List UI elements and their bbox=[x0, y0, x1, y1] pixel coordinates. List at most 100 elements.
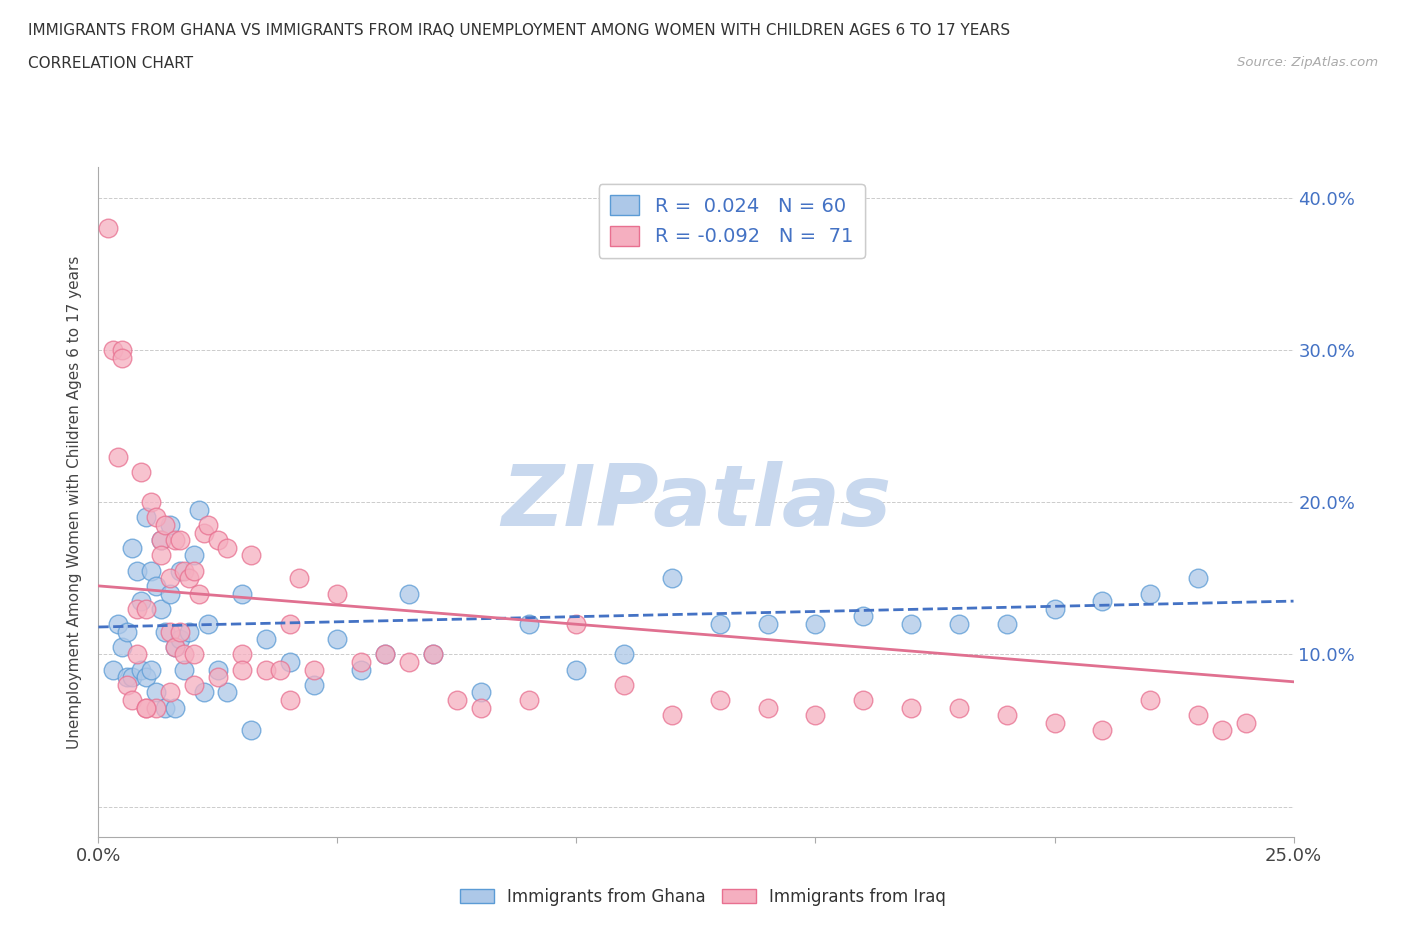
Point bbox=[135, 602, 157, 617]
Point bbox=[183, 647, 205, 662]
Point bbox=[565, 662, 588, 677]
Point bbox=[183, 548, 205, 563]
Point bbox=[159, 586, 181, 601]
Point bbox=[269, 662, 291, 677]
Point bbox=[231, 586, 253, 601]
Point bbox=[145, 685, 167, 700]
Point bbox=[111, 639, 134, 654]
Point bbox=[1091, 723, 1114, 737]
Point bbox=[145, 510, 167, 525]
Point bbox=[288, 571, 311, 586]
Point bbox=[948, 617, 970, 631]
Point bbox=[217, 685, 239, 700]
Point bbox=[1187, 708, 1209, 723]
Point bbox=[149, 602, 172, 617]
Point bbox=[278, 693, 301, 708]
Point bbox=[709, 617, 731, 631]
Point bbox=[135, 670, 157, 684]
Point bbox=[207, 670, 229, 684]
Point bbox=[207, 533, 229, 548]
Point bbox=[900, 700, 922, 715]
Point bbox=[900, 617, 922, 631]
Point bbox=[517, 617, 540, 631]
Point bbox=[1139, 693, 1161, 708]
Point bbox=[155, 624, 177, 639]
Point bbox=[125, 647, 148, 662]
Point bbox=[398, 586, 420, 601]
Point bbox=[183, 677, 205, 692]
Point bbox=[254, 662, 277, 677]
Point bbox=[374, 647, 396, 662]
Point bbox=[163, 639, 186, 654]
Point bbox=[159, 571, 181, 586]
Point bbox=[1139, 586, 1161, 601]
Point bbox=[995, 617, 1018, 631]
Point bbox=[1043, 602, 1066, 617]
Point bbox=[97, 220, 120, 235]
Point bbox=[756, 700, 779, 715]
Point bbox=[121, 693, 143, 708]
Point bbox=[139, 564, 162, 578]
Legend: R =  0.024   N = 60, R = -0.092   N =  71: R = 0.024 N = 60, R = -0.092 N = 71 bbox=[599, 184, 865, 258]
Text: Source: ZipAtlas.com: Source: ZipAtlas.com bbox=[1237, 56, 1378, 69]
Point bbox=[163, 533, 186, 548]
Point bbox=[565, 617, 588, 631]
Point bbox=[115, 670, 138, 684]
Point bbox=[398, 655, 420, 670]
Point bbox=[101, 662, 124, 677]
Point bbox=[159, 685, 181, 700]
Point bbox=[231, 662, 253, 677]
Point bbox=[995, 708, 1018, 723]
Point bbox=[115, 677, 138, 692]
Point bbox=[173, 647, 195, 662]
Text: CORRELATION CHART: CORRELATION CHART bbox=[28, 56, 193, 71]
Point bbox=[187, 586, 209, 601]
Point bbox=[193, 525, 215, 540]
Point bbox=[149, 548, 172, 563]
Point bbox=[1234, 715, 1257, 730]
Legend: Immigrants from Ghana, Immigrants from Iraq: Immigrants from Ghana, Immigrants from I… bbox=[454, 881, 952, 912]
Point bbox=[149, 533, 172, 548]
Point bbox=[350, 662, 373, 677]
Point bbox=[107, 449, 129, 464]
Point bbox=[187, 502, 209, 517]
Point bbox=[350, 655, 373, 670]
Point bbox=[179, 624, 201, 639]
Point bbox=[145, 700, 167, 715]
Point bbox=[135, 700, 157, 715]
Point bbox=[183, 564, 205, 578]
Point bbox=[163, 700, 186, 715]
Point bbox=[135, 700, 157, 715]
Point bbox=[422, 647, 444, 662]
Point bbox=[173, 564, 195, 578]
Point bbox=[326, 586, 349, 601]
Y-axis label: Unemployment Among Women with Children Ages 6 to 17 years: Unemployment Among Women with Children A… bbox=[67, 256, 83, 749]
Point bbox=[169, 564, 191, 578]
Point bbox=[374, 647, 396, 662]
Point bbox=[1211, 723, 1233, 737]
Point bbox=[125, 602, 148, 617]
Point bbox=[131, 662, 153, 677]
Point bbox=[254, 631, 277, 646]
Point bbox=[217, 540, 239, 555]
Point bbox=[1187, 571, 1209, 586]
Point bbox=[121, 540, 143, 555]
Point bbox=[163, 639, 186, 654]
Point bbox=[197, 617, 219, 631]
Point bbox=[197, 518, 219, 533]
Point bbox=[169, 624, 191, 639]
Point bbox=[173, 662, 195, 677]
Point bbox=[111, 351, 134, 365]
Point bbox=[131, 593, 153, 608]
Point bbox=[302, 662, 325, 677]
Point bbox=[193, 685, 215, 700]
Point bbox=[1043, 715, 1066, 730]
Point bbox=[470, 700, 492, 715]
Point bbox=[470, 685, 492, 700]
Point bbox=[948, 700, 970, 715]
Point bbox=[852, 609, 875, 624]
Point bbox=[326, 631, 349, 646]
Point bbox=[111, 342, 134, 357]
Point bbox=[107, 617, 129, 631]
Point bbox=[804, 708, 827, 723]
